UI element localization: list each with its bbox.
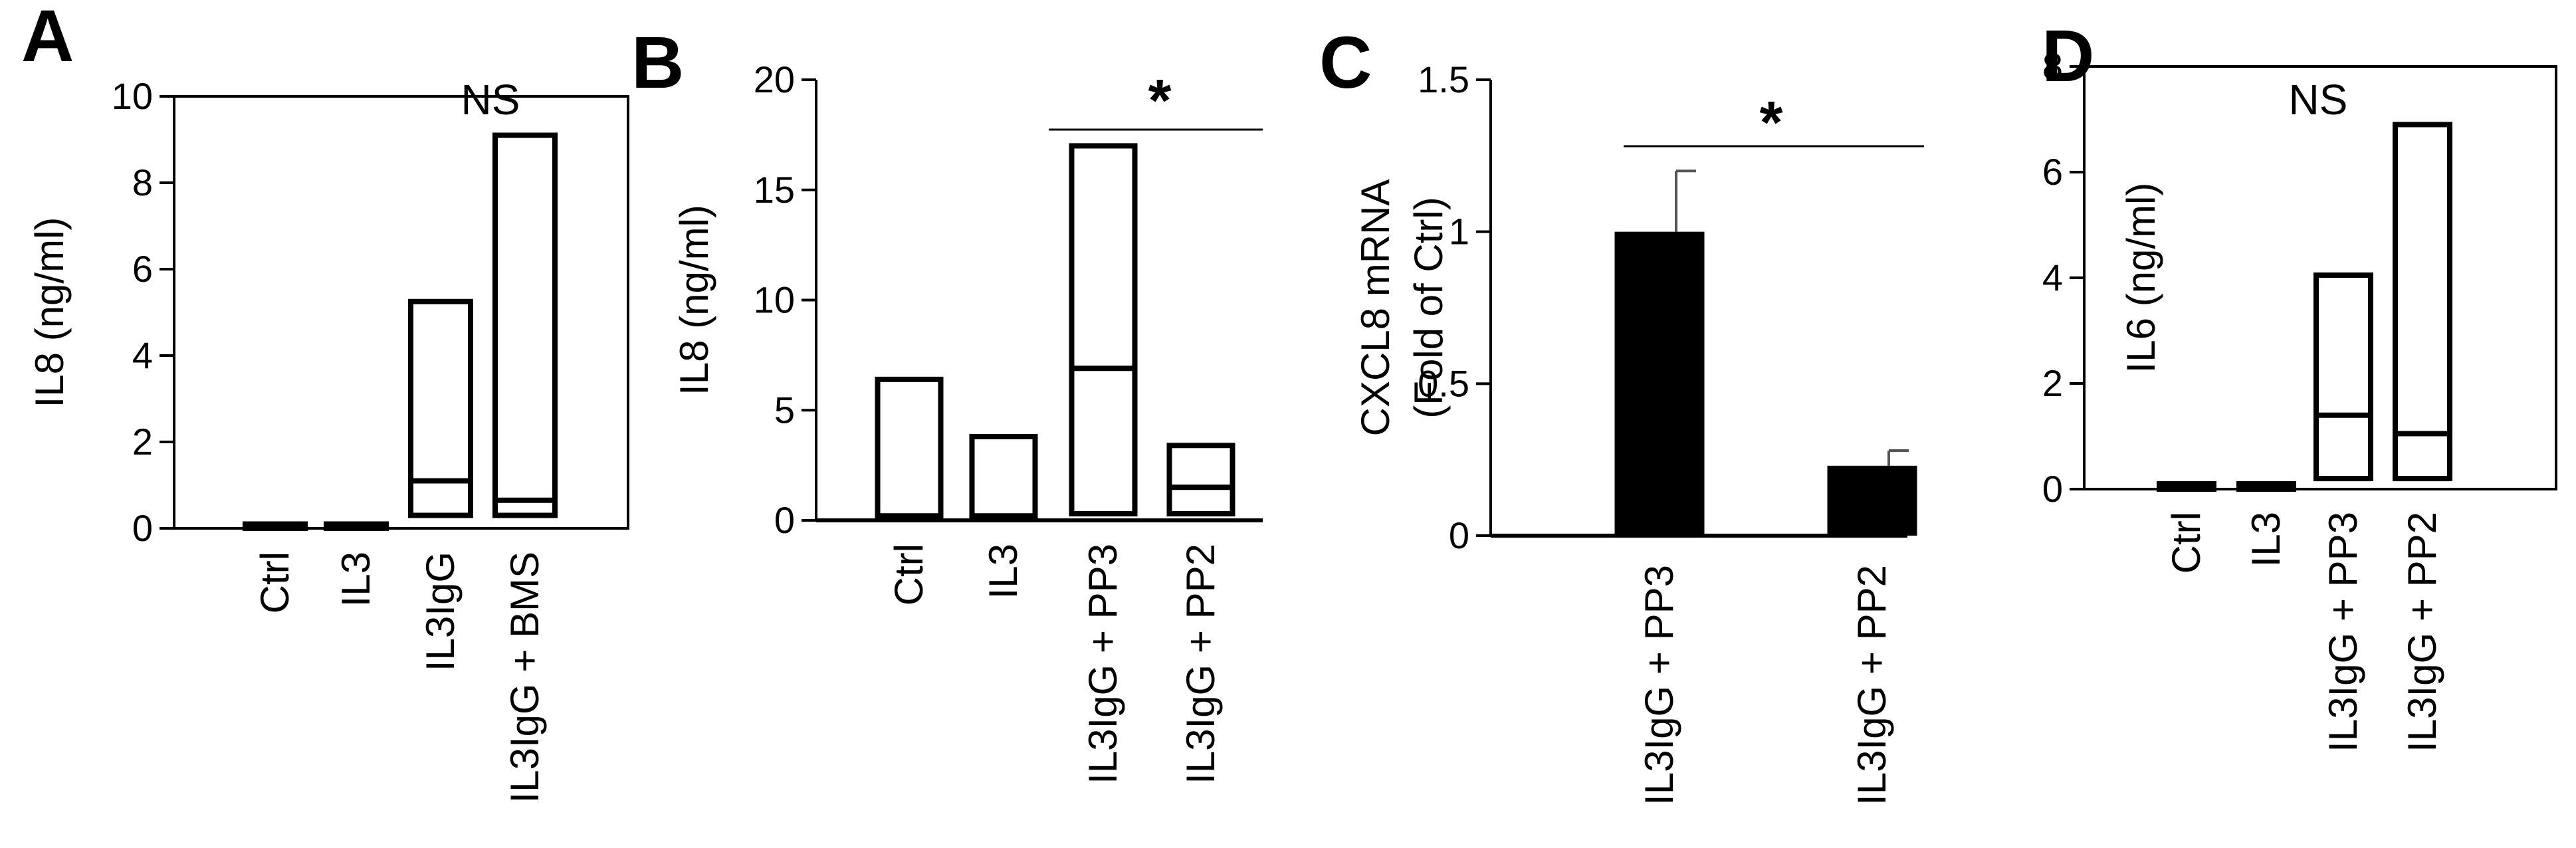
y-tick-label: 1 — [1449, 211, 1469, 253]
y-tick-label: 0 — [132, 507, 153, 549]
y-tick-label: 2 — [2042, 362, 2063, 404]
y-tick-label: 6 — [2042, 151, 2063, 193]
significance-label: NS — [461, 76, 520, 124]
y-tick-label: 10 — [754, 279, 795, 321]
y-tick-label: 8 — [2042, 45, 2063, 87]
category-label: Ctrl — [253, 552, 297, 613]
y-tick-label: 5 — [774, 389, 795, 431]
significance-label: * — [1148, 68, 1171, 134]
category-label: IL3IgG + PP3 — [1637, 565, 1681, 805]
category-label: IL3 — [334, 552, 378, 607]
y-axis-label: IL8 (ng/ml) — [672, 205, 716, 395]
category-label: IL3 — [2244, 512, 2288, 567]
y-tick-label: 10 — [112, 75, 153, 117]
category-label: IL3IgG + PP2 — [1178, 544, 1223, 784]
plot-frame — [173, 95, 629, 530]
y-tick-label: 4 — [132, 334, 153, 376]
category-label: Ctrl — [2164, 512, 2208, 574]
y-tick-label: 4 — [2042, 257, 2063, 298]
y-axis-label: IL6 (ng/ml) — [2119, 183, 2163, 373]
y-tick-label: 6 — [132, 248, 153, 290]
y-axis-label: CXCL8 mRNA — [1353, 179, 1398, 437]
panel-letter: D — [2042, 15, 2094, 97]
category-label: IL3IgG + PP3 — [1081, 544, 1125, 784]
box — [1166, 443, 1235, 517]
bar — [1827, 465, 1917, 536]
category-label: IL3IgG + PP2 — [1850, 565, 1894, 805]
category-label: Ctrl — [887, 544, 931, 605]
panel-letter: C — [1319, 22, 1372, 104]
y-tick-label: 0 — [1449, 514, 1469, 556]
panel-letter: B — [631, 22, 684, 104]
y-tick-label: 0 — [774, 499, 795, 541]
box — [2313, 272, 2373, 482]
bar — [1614, 231, 1705, 536]
y-tick-label: 0.5 — [1418, 362, 1469, 404]
panel-letter: A — [21, 0, 74, 77]
y-axis-label: IL8 (ng/ml) — [27, 217, 72, 408]
significance-label: NS — [2289, 76, 2348, 124]
y-tick-label: 20 — [754, 58, 795, 100]
significance-label: * — [1759, 90, 1782, 156]
box — [1069, 143, 1138, 517]
box — [492, 132, 558, 518]
y-tick-label: 1.5 — [1418, 58, 1469, 100]
y-tick-label: 15 — [754, 169, 795, 211]
y-tick-label: 0 — [2042, 468, 2063, 510]
category-label: IL3IgG + PP3 — [2321, 512, 2365, 752]
y-tick-label: 8 — [132, 161, 153, 203]
y-axis-label: (Fold of Ctrl) — [1406, 197, 1451, 418]
category-label: IL3 — [981, 544, 1025, 599]
box — [408, 298, 473, 518]
category-label: IL3IgG + PP2 — [2400, 512, 2444, 752]
category-label: IL3IgG + BMS — [502, 552, 547, 803]
box — [2393, 122, 2452, 482]
y-tick-label: 2 — [132, 421, 153, 463]
category-label: IL3IgG — [418, 552, 463, 671]
